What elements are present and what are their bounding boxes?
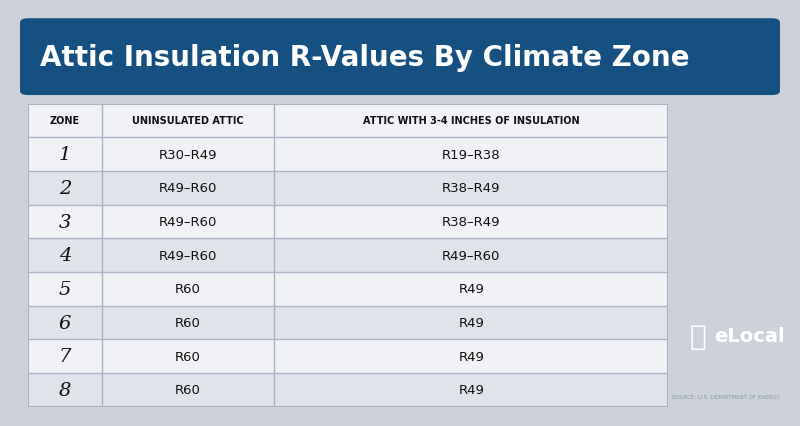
Text: 3: 3: [58, 213, 71, 231]
Bar: [28, 138, 668, 172]
Text: R49: R49: [458, 383, 484, 397]
Bar: [28, 340, 668, 373]
Text: R49: R49: [458, 350, 484, 363]
Text: ATTIC WITH 3-4 INCHES OF INSULATION: ATTIC WITH 3-4 INCHES OF INSULATION: [363, 116, 579, 126]
Text: R49: R49: [458, 283, 484, 296]
Text: 1: 1: [58, 146, 71, 164]
Text: 7: 7: [58, 348, 71, 366]
Bar: [28, 239, 668, 272]
Bar: [28, 172, 668, 205]
Text: R49: R49: [458, 317, 484, 329]
Bar: [28, 306, 668, 340]
Text: eLocal: eLocal: [714, 327, 784, 345]
Text: SOURCE: U.S. DEPARTMENT OF ENERGY: SOURCE: U.S. DEPARTMENT OF ENERGY: [672, 394, 780, 399]
Text: R60: R60: [175, 350, 201, 363]
Text: R19–R38: R19–R38: [442, 148, 501, 161]
Text: R60: R60: [175, 317, 201, 329]
Text: R49–R60: R49–R60: [159, 249, 217, 262]
Text: R30–R49: R30–R49: [158, 148, 218, 161]
Text: UNINSULATED ATTIC: UNINSULATED ATTIC: [132, 116, 244, 126]
Bar: [28, 205, 668, 239]
Text: 2: 2: [58, 179, 71, 197]
Text: R38–R49: R38–R49: [442, 182, 501, 195]
Text: Attic Insulation R-Values By Climate Zone: Attic Insulation R-Values By Climate Zon…: [40, 43, 690, 72]
Text: R49–R60: R49–R60: [159, 182, 217, 195]
Text: R49–R60: R49–R60: [442, 249, 500, 262]
Text: R60: R60: [175, 383, 201, 397]
Text: R49–R60: R49–R60: [159, 216, 217, 228]
Text: 4: 4: [58, 247, 71, 265]
Text: ZONE: ZONE: [50, 116, 80, 126]
Text: R60: R60: [175, 283, 201, 296]
Text: 6: 6: [58, 314, 71, 332]
Bar: [28, 373, 668, 407]
Bar: [28, 272, 668, 306]
Bar: [28, 104, 668, 138]
Text: R38–R49: R38–R49: [442, 216, 501, 228]
FancyBboxPatch shape: [20, 19, 780, 96]
Text: 5: 5: [58, 280, 71, 298]
Text: 8: 8: [58, 381, 71, 399]
Text: ⛹: ⛹: [690, 322, 706, 350]
